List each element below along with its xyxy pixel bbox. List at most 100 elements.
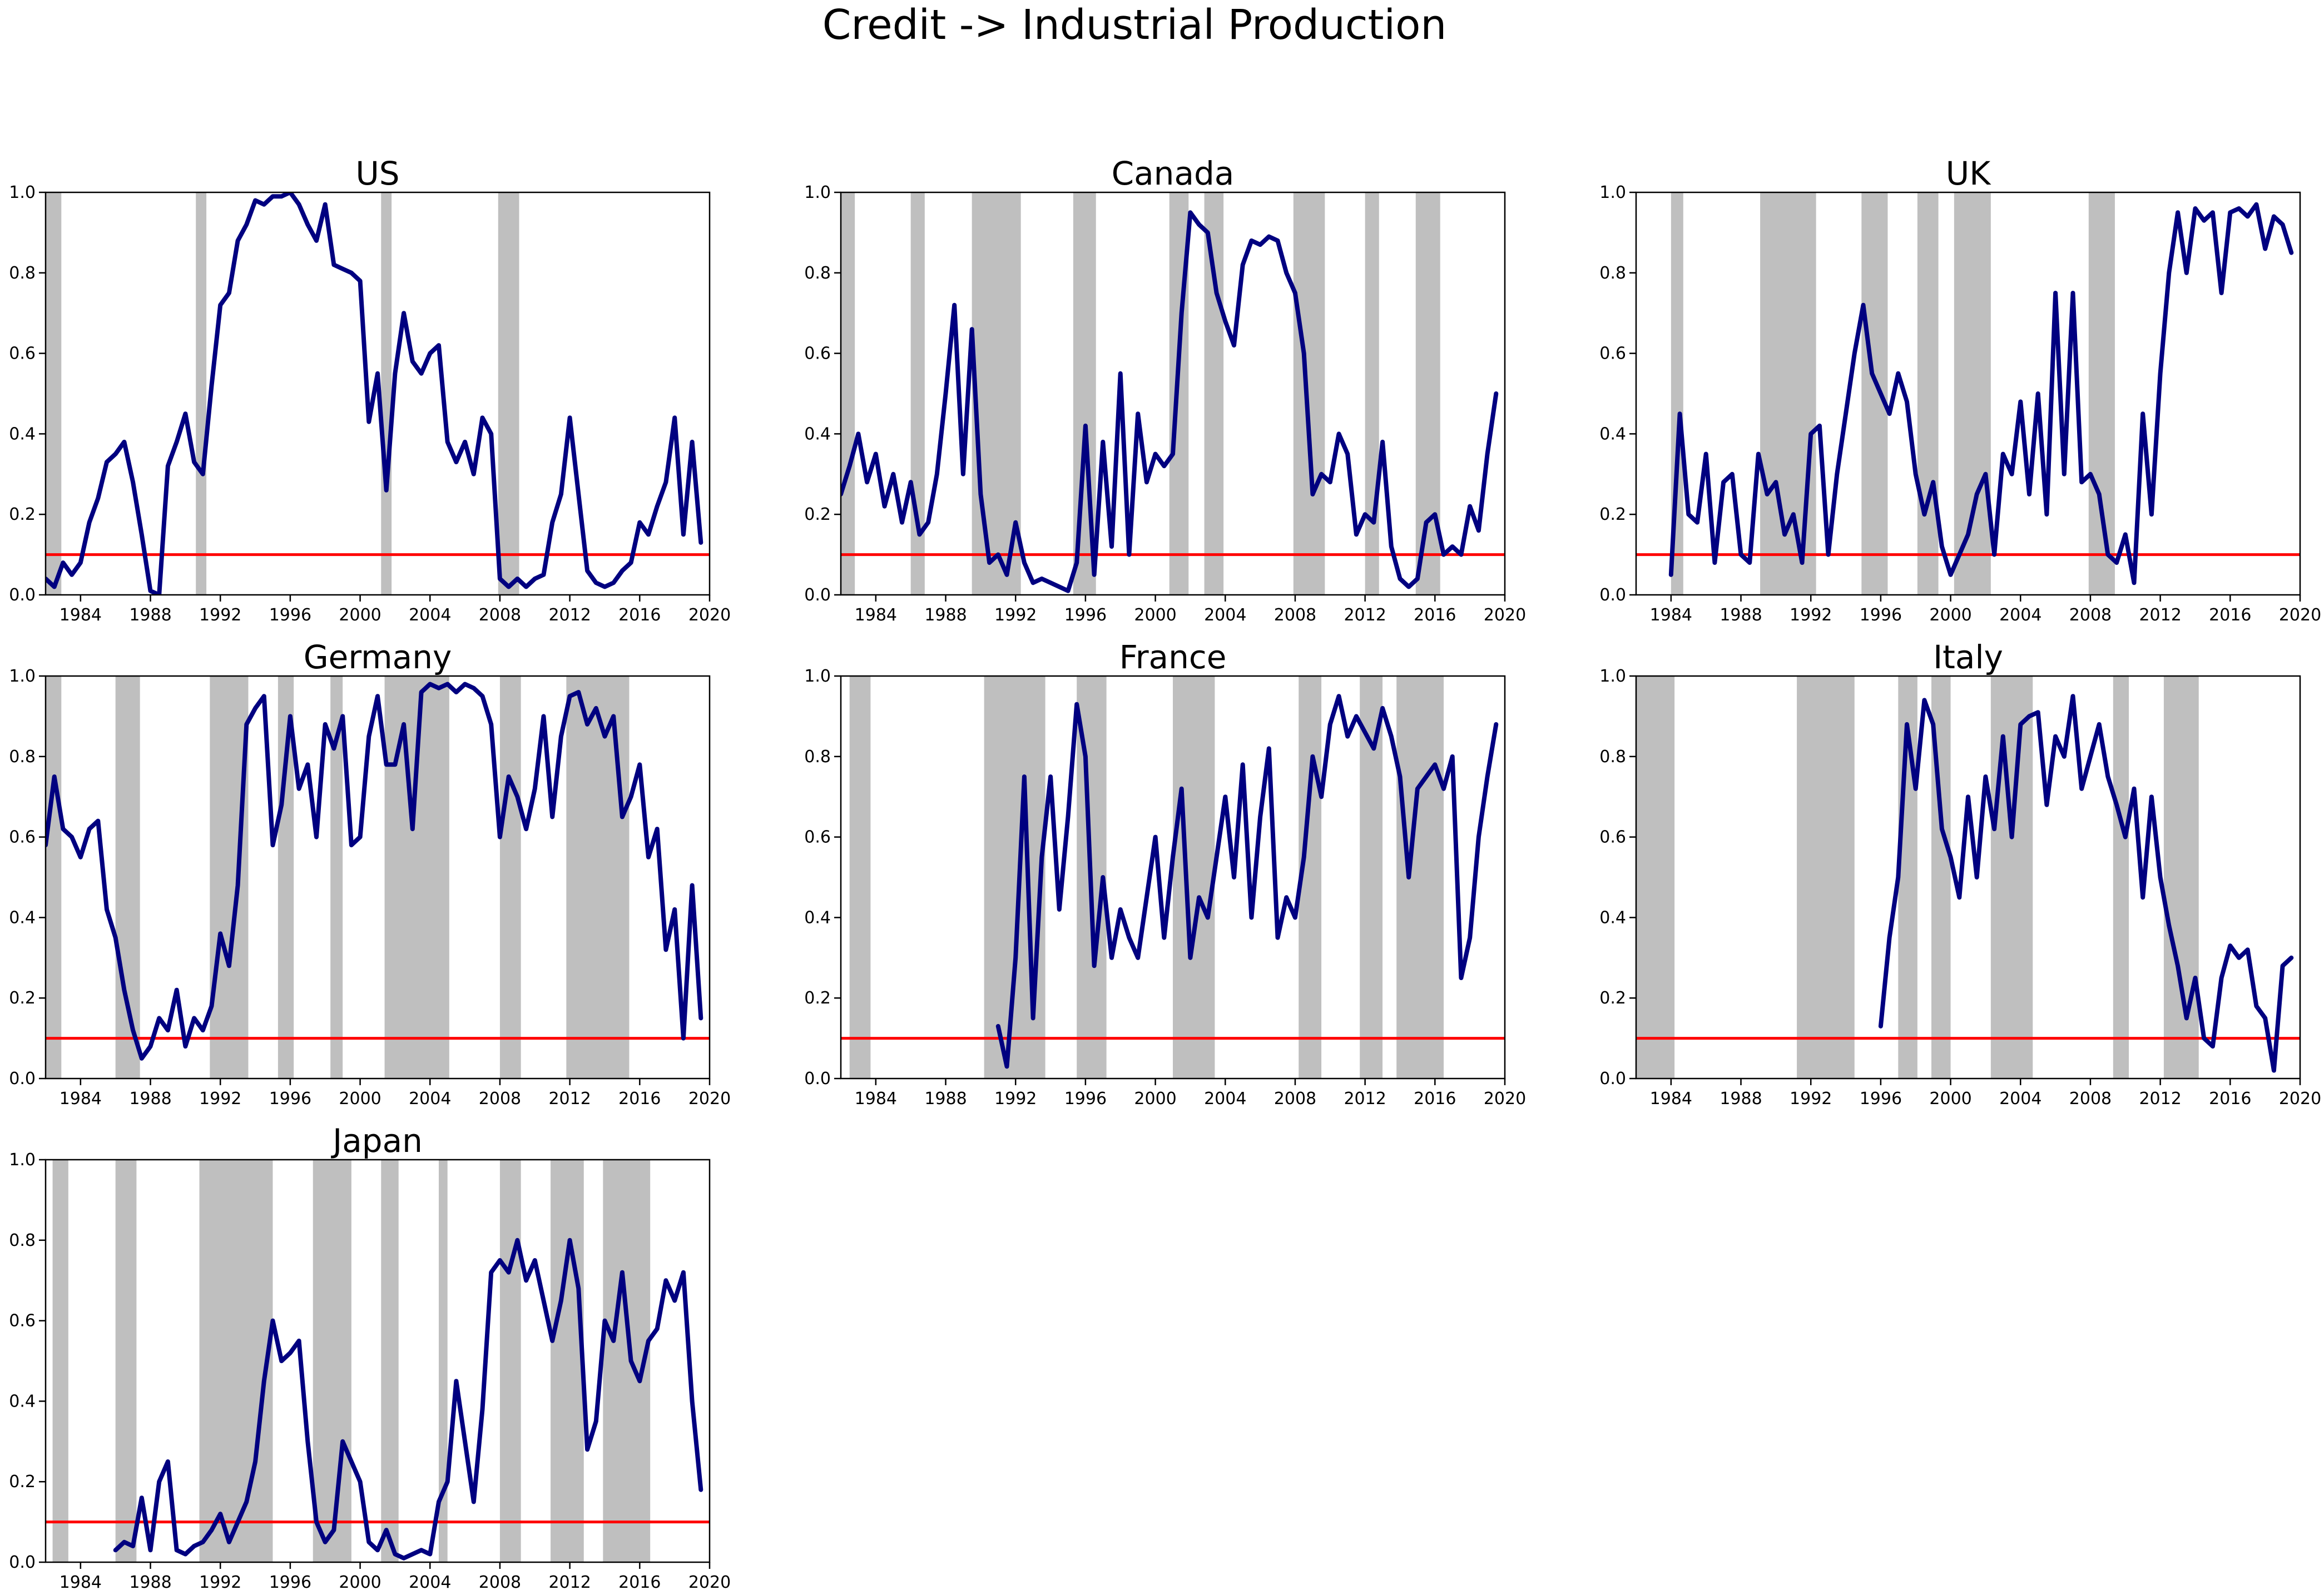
- y-tick-label-us-0.0: 0.0: [9, 585, 36, 605]
- y-tick-label-germany-0.0: 0.0: [9, 1069, 36, 1089]
- y-tick-label-france-0.4: 0.4: [804, 908, 831, 927]
- x-tick-label-italy-1992: 1992: [1790, 1089, 1832, 1109]
- axes-frame-italy: [1635, 675, 2301, 1080]
- series-line-france: [995, 694, 1499, 1069]
- y-tick-label-us-1.0: 1.0: [9, 183, 36, 202]
- y-tick-label-germany-0.6: 0.6: [9, 828, 36, 847]
- y-tick-label-uk-0.2: 0.2: [1599, 505, 1626, 524]
- x-tick-label-france-1984: 1984: [855, 1089, 897, 1109]
- x-tick-label-us-1992: 1992: [199, 605, 241, 625]
- x-tick-label-germany-2008: 2008: [479, 1089, 521, 1109]
- recession-band-france-0: [849, 676, 871, 1079]
- x-tick-label-germany-2016: 2016: [618, 1089, 661, 1109]
- subplots-container: US 1984 1988 1992 1996 2000 2004 2008 2012 2016 20…: [9, 155, 2321, 1592]
- y-tick-label-france-0.0: 0.0: [804, 1069, 831, 1089]
- subplot-title-us: US: [355, 155, 399, 192]
- x-tick-label-us-2004: 2004: [409, 605, 451, 625]
- recession-band-canada-5: [1204, 192, 1224, 595]
- x-tick-label-italy-1988: 1988: [1720, 1089, 1762, 1109]
- subplot-uk: UK 1984 1988 1992 1996 2000 2004 2008 2012 2016 20…: [1599, 155, 2321, 625]
- x-tick-label-uk-1984: 1984: [1650, 605, 1692, 625]
- recession-band-germany-4: [330, 676, 343, 1079]
- x-tick-label-germany-2000: 2000: [339, 1089, 381, 1109]
- x-tick-label-japan-1984: 1984: [60, 1573, 102, 1592]
- recession-band-us-3: [498, 192, 519, 595]
- recession-band-canada-6: [1293, 192, 1325, 595]
- y-tick-label-italy-0.8: 0.8: [1599, 747, 1626, 767]
- x-tick-label-japan-2012: 2012: [548, 1573, 591, 1592]
- y-tick-label-canada-0.6: 0.6: [804, 344, 831, 364]
- y-tick-label-italy-0.6: 0.6: [1599, 828, 1626, 847]
- x-tick-label-italy-2020: 2020: [2279, 1089, 2321, 1109]
- x-tick-label-france-2000: 2000: [1134, 1089, 1176, 1109]
- x-tick-label-france-1992: 1992: [994, 1089, 1037, 1109]
- series-line-italy: [1878, 694, 2294, 1073]
- recession-band-italy-0: [1636, 676, 1675, 1079]
- subplot-title-japan: Japan: [331, 1122, 423, 1160]
- subplot-title-italy: Italy: [1933, 638, 2003, 676]
- x-tick-label-germany-2004: 2004: [409, 1089, 451, 1109]
- recession-band-japan-5: [438, 1160, 448, 1562]
- recession-band-france-6: [1396, 676, 1444, 1079]
- x-tick-label-germany-1984: 1984: [60, 1089, 102, 1109]
- x-tick-label-italy-2004: 2004: [1999, 1089, 2041, 1109]
- y-tick-label-uk-0.6: 0.6: [1599, 344, 1626, 364]
- series-line-us: [46, 192, 703, 595]
- axes-frame-japan: [44, 1159, 711, 1563]
- recession-band-france-1: [984, 676, 1045, 1079]
- x-tick-label-uk-1996: 1996: [1860, 605, 1902, 625]
- y-tick-label-canada-0.4: 0.4: [804, 424, 831, 444]
- y-tick-label-japan-0.2: 0.2: [9, 1472, 36, 1492]
- x-tick-label-italy-2012: 2012: [2139, 1089, 2181, 1109]
- y-tick-label-canada-0.2: 0.2: [804, 505, 831, 524]
- recession-band-france-5: [1360, 676, 1383, 1079]
- x-tick-label-us-1996: 1996: [269, 605, 311, 625]
- recession-band-japan-0: [52, 1160, 68, 1562]
- recession-band-italy-1: [1797, 676, 1855, 1079]
- x-tick-label-uk-2008: 2008: [2069, 605, 2112, 625]
- recession-band-germany-7: [566, 676, 630, 1079]
- x-tick-label-japan-2000: 2000: [339, 1573, 381, 1592]
- subplot-us: US 1984 1988 1992 1996 2000 2004 2008 2012 2016 20…: [9, 155, 731, 625]
- x-tick-label-uk-2016: 2016: [2209, 605, 2251, 625]
- y-tick-label-uk-0.0: 0.0: [1599, 585, 1626, 605]
- subplot-france: France 1984 1988 1992 1996 2000 2004 2008 2012 20…: [804, 638, 1526, 1109]
- recession-band-italy-6: [2163, 676, 2199, 1079]
- x-tick-label-germany-1992: 1992: [199, 1089, 241, 1109]
- axes-frame-uk: [1635, 191, 2301, 596]
- y-tick-label-germany-0.4: 0.4: [9, 908, 36, 927]
- recession-band-japan-4: [381, 1160, 399, 1562]
- x-tick-label-canada-2020: 2020: [1484, 605, 1526, 625]
- recession-band-us-1: [196, 192, 207, 595]
- y-tick-label-france-0.2: 0.2: [804, 988, 831, 1008]
- x-tick-label-france-2004: 2004: [1204, 1089, 1246, 1109]
- y-tick-label-germany-0.2: 0.2: [9, 988, 36, 1008]
- recession-band-uk-5: [2088, 192, 2115, 595]
- y-tick-label-italy-0.4: 0.4: [1599, 908, 1626, 927]
- recession-band-canada-8: [1415, 192, 1440, 595]
- recession-band-uk-3: [1917, 192, 1939, 595]
- x-tick-label-uk-2004: 2004: [1999, 605, 2041, 625]
- x-tick-label-japan-1996: 1996: [269, 1573, 311, 1592]
- y-tick-label-canada-1.0: 1.0: [804, 183, 831, 202]
- axes-frame-us: [44, 191, 711, 596]
- x-tick-label-japan-1992: 1992: [199, 1573, 241, 1592]
- x-tick-label-uk-2012: 2012: [2139, 605, 2181, 625]
- x-tick-label-germany-2012: 2012: [548, 1089, 591, 1109]
- y-tick-label-us-0.8: 0.8: [9, 264, 36, 283]
- y-tick-label-canada-0.8: 0.8: [804, 264, 831, 283]
- recession-band-canada-7: [1365, 192, 1379, 595]
- y-tick-label-uk-0.4: 0.4: [1599, 424, 1626, 444]
- x-tick-label-canada-2012: 2012: [1344, 605, 1386, 625]
- recession-band-japan-7: [551, 1160, 584, 1562]
- y-tick-label-italy-1.0: 1.0: [1599, 667, 1626, 686]
- x-tick-label-canada-2004: 2004: [1204, 605, 1246, 625]
- y-tick-label-japan-0.4: 0.4: [9, 1392, 36, 1411]
- x-tick-label-us-2000: 2000: [339, 605, 381, 625]
- x-tick-label-japan-2004: 2004: [409, 1573, 451, 1592]
- recession-band-us-0: [46, 192, 62, 595]
- subplot-title-germany: Germany: [304, 638, 452, 676]
- x-tick-label-uk-2020: 2020: [2279, 605, 2321, 625]
- x-tick-label-italy-2016: 2016: [2209, 1089, 2251, 1109]
